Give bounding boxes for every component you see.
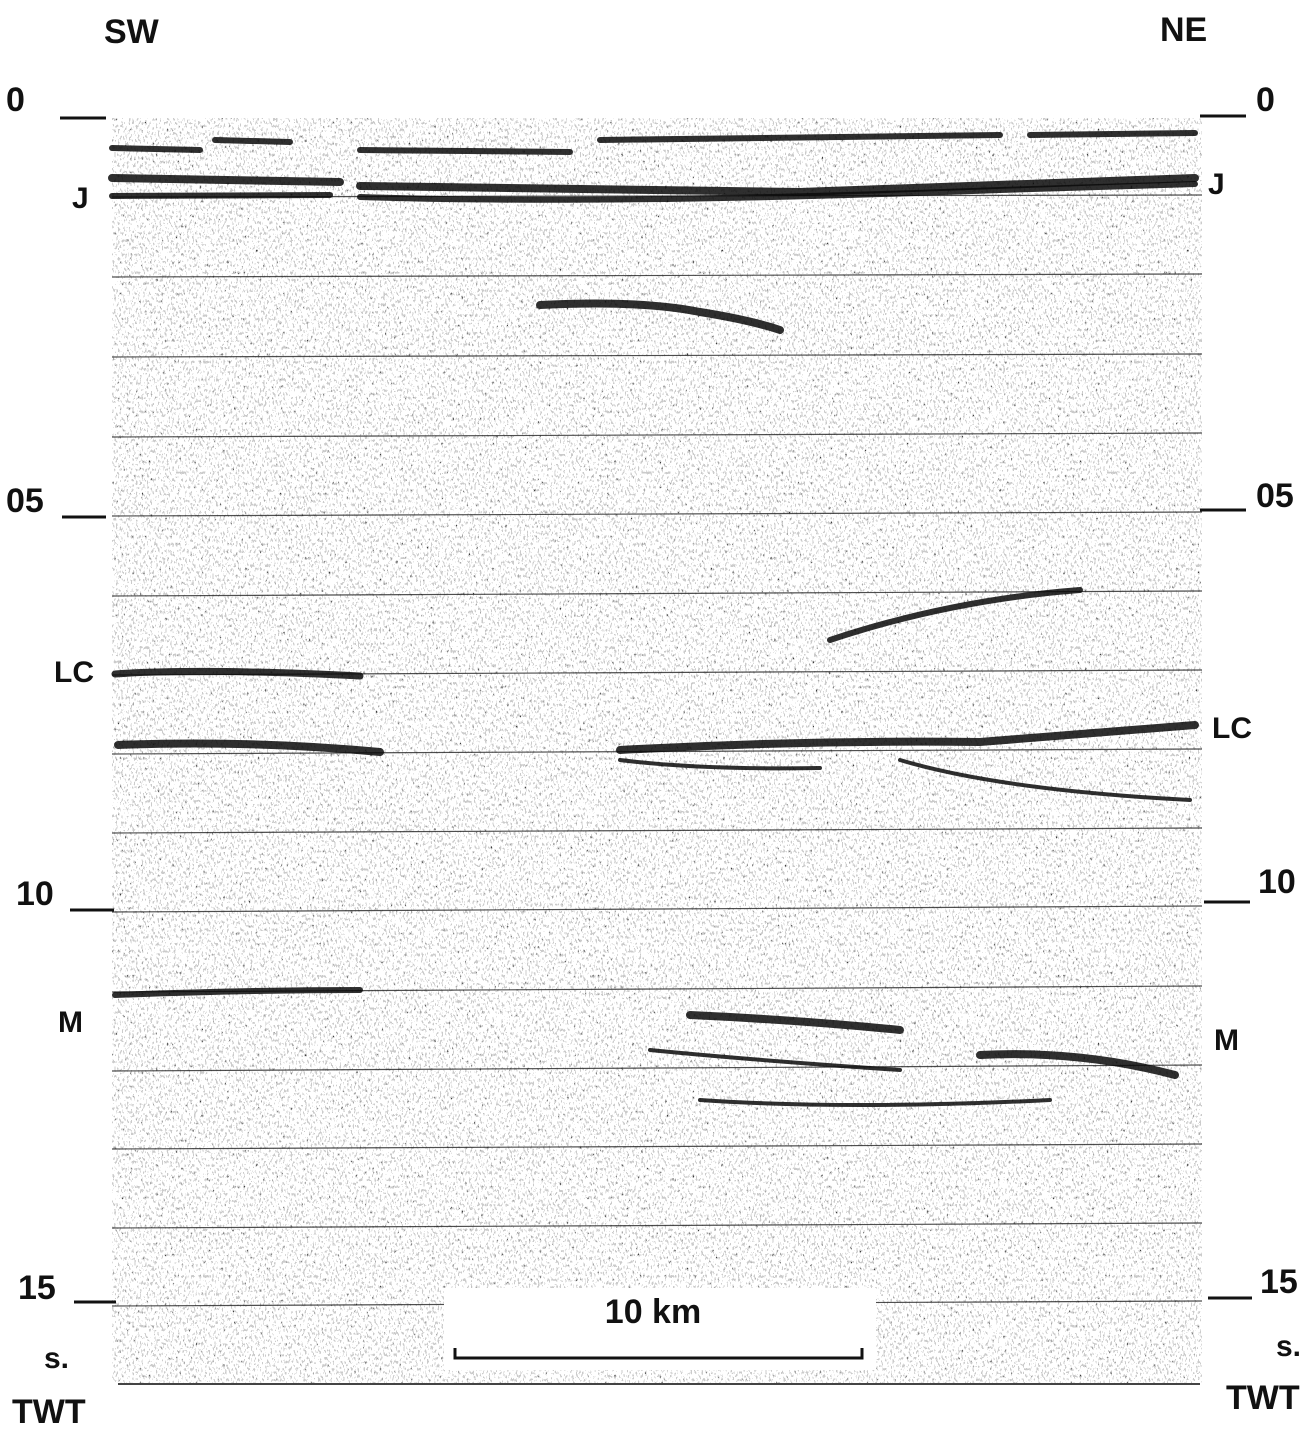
- right-tick-label: 05: [1256, 477, 1294, 515]
- right-axis-label: TWT: [1226, 1379, 1300, 1417]
- left-tick-label: 0: [6, 81, 25, 119]
- direction-right: NE: [1160, 11, 1207, 49]
- right-horizon: M: [1214, 1024, 1239, 1057]
- left-axis-label: TWT: [12, 1393, 86, 1431]
- reflectors: [108, 130, 1199, 1107]
- scale-bar-box: [444, 1288, 876, 1370]
- left-horizon: LC: [54, 656, 94, 689]
- right-horizon: J: [1208, 168, 1225, 201]
- direction-left: SW: [104, 13, 160, 51]
- left-tick-label: 15: [18, 1269, 56, 1307]
- left-tick-label: 05: [6, 482, 44, 520]
- left-horizon: M: [58, 1006, 83, 1039]
- right-tick-label: 10: [1258, 863, 1296, 901]
- right-horizon: LC: [1212, 712, 1252, 745]
- left-tick-label: 10: [16, 875, 54, 913]
- left-unit: s.: [44, 1342, 69, 1375]
- right-unit: s.: [1276, 1330, 1301, 1363]
- scale-bar-label: 10 km: [605, 1293, 701, 1331]
- scale-bar: [453, 1348, 864, 1360]
- left-horizon: J: [72, 182, 89, 215]
- right-tick-label: 0: [1256, 81, 1275, 119]
- right-tick-label: 15: [1260, 1263, 1298, 1301]
